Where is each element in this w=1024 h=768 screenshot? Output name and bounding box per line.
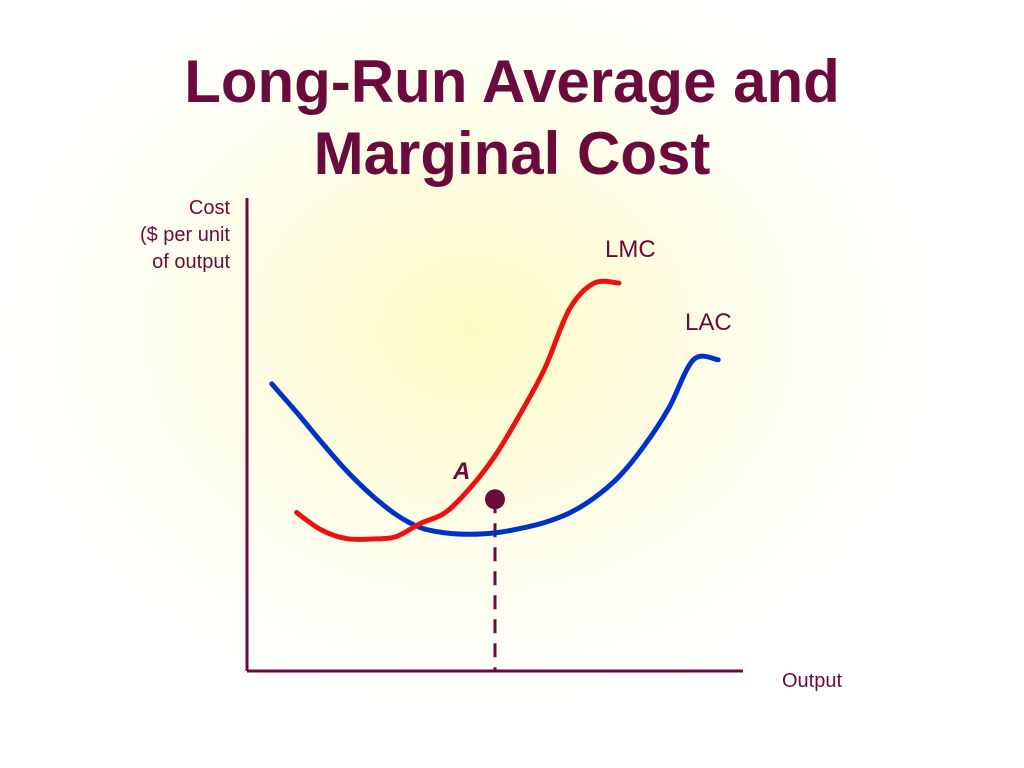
slide-title-line-2: Marginal Cost	[313, 120, 711, 187]
slide-title-line-1: Long-Run Average and	[184, 48, 840, 115]
x-axis-label: Output	[782, 670, 843, 692]
lac-curve	[269, 353, 721, 537]
y-axis-label-line-3: of output	[152, 251, 230, 273]
point-a-label: A	[453, 458, 471, 485]
lac-curve-label: LAC	[685, 309, 732, 336]
y-axis-label-line-2: ($ per unit	[139, 224, 230, 246]
y-axis-label-line-1: Cost	[188, 197, 230, 219]
y-axis-label: Cost ($ per unit of output	[140, 195, 230, 276]
lmc-curve	[294, 278, 622, 542]
lmc-curve-label: LMC	[605, 236, 656, 263]
point-a-marker	[485, 489, 505, 510]
slide-title: Long-Run Average and Marginal Cost	[0, 46, 1024, 190]
